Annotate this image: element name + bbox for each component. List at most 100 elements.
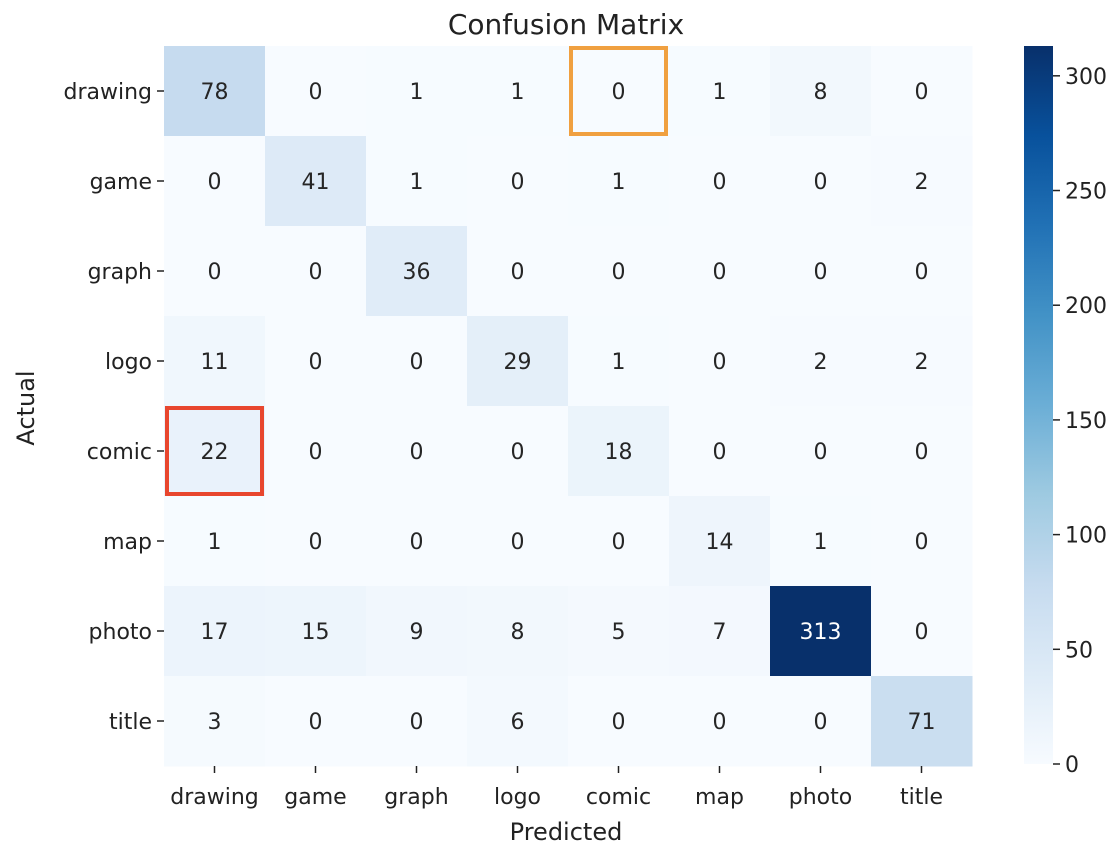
y-tick-label: logo bbox=[105, 350, 152, 375]
heatmap-cell bbox=[871, 676, 973, 767]
y-tick-label: drawing bbox=[63, 80, 152, 105]
cell-value-label: 6 bbox=[511, 710, 525, 735]
heatmap-cell bbox=[568, 226, 670, 317]
heatmap-cell bbox=[467, 496, 569, 587]
heatmap-cell bbox=[265, 676, 367, 767]
cell-value-label: 8 bbox=[511, 620, 525, 645]
x-tick-label: photo bbox=[789, 785, 852, 810]
heatmap-cell bbox=[669, 316, 771, 407]
cell-value-label: 0 bbox=[612, 530, 626, 555]
colorbar-tick-label: 50 bbox=[1065, 638, 1093, 663]
heatmap-cell bbox=[265, 406, 367, 497]
heatmap-cell bbox=[164, 316, 266, 407]
highlight-box bbox=[569, 46, 668, 136]
cell-value-label: 0 bbox=[309, 530, 323, 555]
heatmap-cell bbox=[770, 586, 872, 677]
x-tick-label: title bbox=[900, 785, 943, 810]
cell-value-label: 11 bbox=[201, 350, 229, 375]
cell-value-label: 71 bbox=[908, 710, 936, 735]
cell-value-label: 0 bbox=[208, 170, 222, 195]
y-axis-label: Actual bbox=[12, 370, 40, 445]
cell-value-label: 36 bbox=[403, 260, 431, 285]
colorbar-tick-label: 200 bbox=[1065, 294, 1107, 319]
heatmap-cell bbox=[467, 406, 569, 497]
cell-value-label: 2 bbox=[814, 350, 828, 375]
heatmap-cell bbox=[669, 676, 771, 767]
cell-value-label: 3 bbox=[208, 710, 222, 735]
heatmap-cell bbox=[366, 586, 468, 677]
cell-value-label: 15 bbox=[302, 620, 330, 645]
cell-value-label: 0 bbox=[915, 440, 929, 465]
cell-value-label: 17 bbox=[201, 620, 229, 645]
heatmap-cell bbox=[164, 496, 266, 587]
x-tick-label: drawing bbox=[170, 785, 259, 810]
y-tick-label: photo bbox=[89, 620, 152, 645]
heatmap-cell bbox=[669, 496, 771, 587]
cell-value-label: 0 bbox=[612, 80, 626, 105]
heatmap-cell bbox=[669, 136, 771, 227]
heatmap-cell bbox=[871, 406, 973, 497]
heatmap-cell bbox=[366, 316, 468, 407]
cell-value-label: 0 bbox=[915, 530, 929, 555]
cell-value-label: 0 bbox=[612, 710, 626, 735]
heatmap-cell bbox=[467, 136, 569, 227]
cell-value-label: 0 bbox=[309, 80, 323, 105]
heatmap-cell bbox=[265, 226, 367, 317]
cell-value-label: 9 bbox=[410, 620, 424, 645]
heatmap-cell bbox=[164, 586, 266, 677]
cell-value-label: 41 bbox=[302, 170, 330, 195]
cell-value-label: 0 bbox=[713, 710, 727, 735]
cell-value-label: 0 bbox=[309, 260, 323, 285]
heatmap-cell bbox=[770, 136, 872, 227]
cell-value-label: 1 bbox=[713, 80, 727, 105]
heatmap-cell bbox=[568, 46, 670, 137]
heatmap-cell bbox=[871, 496, 973, 587]
colorbar-tick-label: 0 bbox=[1065, 753, 1079, 778]
heatmap-cell bbox=[467, 316, 569, 407]
cell-value-label: 0 bbox=[612, 260, 626, 285]
highlight-boxes bbox=[165, 46, 668, 496]
cell-value-label: 14 bbox=[706, 530, 734, 555]
heatmap-cell bbox=[467, 46, 569, 137]
y-tick-label: map bbox=[103, 530, 152, 555]
heatmap-cell bbox=[568, 676, 670, 767]
cell-value-label: 1 bbox=[612, 170, 626, 195]
cell-value-label: 0 bbox=[713, 440, 727, 465]
cell-value-label: 0 bbox=[713, 350, 727, 375]
cell-value-label: 0 bbox=[309, 440, 323, 465]
heatmap-cell bbox=[669, 46, 771, 137]
heatmap-cell bbox=[871, 136, 973, 227]
cell-value-label: 1 bbox=[814, 530, 828, 555]
x-tick-label: logo bbox=[494, 785, 541, 810]
heatmap-cell bbox=[770, 676, 872, 767]
y-tick-label: game bbox=[90, 170, 152, 195]
heatmap-cell bbox=[770, 316, 872, 407]
cell-value-label: 0 bbox=[814, 260, 828, 285]
cell-value-label: 18 bbox=[605, 440, 633, 465]
cell-value-label: 2 bbox=[915, 170, 929, 195]
cell-value-label: 1 bbox=[410, 170, 424, 195]
x-axis-label: Predicted bbox=[510, 818, 623, 846]
y-tick-label: title bbox=[109, 710, 152, 735]
cell-value-label: 2 bbox=[915, 350, 929, 375]
x-tick-label: game bbox=[284, 785, 346, 810]
heatmap-cell bbox=[164, 136, 266, 227]
cell-value-label: 0 bbox=[814, 710, 828, 735]
heatmap-cell bbox=[265, 496, 367, 587]
heatmap-cells: 78 0 1 1 0 1 8 00 41 1 0 1 0 0 20 0 36 0 0 0 0 011 0 0 29 1 0 2 222 0… bbox=[164, 46, 973, 767]
heatmap-cell bbox=[568, 496, 670, 587]
cell-value-label: 8 bbox=[814, 80, 828, 105]
y-tick-label: graph bbox=[88, 260, 152, 285]
heatmap-cell bbox=[770, 496, 872, 587]
heatmap-cell bbox=[568, 406, 670, 497]
heatmap-cell bbox=[265, 46, 367, 137]
cell-value-label: 0 bbox=[915, 260, 929, 285]
x-tick-label: map bbox=[695, 785, 744, 810]
heatmap-cell bbox=[669, 226, 771, 317]
cell-value-label: 1 bbox=[511, 80, 525, 105]
heatmap-cell bbox=[770, 226, 872, 317]
cell-value-label: 0 bbox=[511, 260, 525, 285]
cell-value-label: 0 bbox=[511, 440, 525, 465]
heatmap-cell bbox=[164, 226, 266, 317]
